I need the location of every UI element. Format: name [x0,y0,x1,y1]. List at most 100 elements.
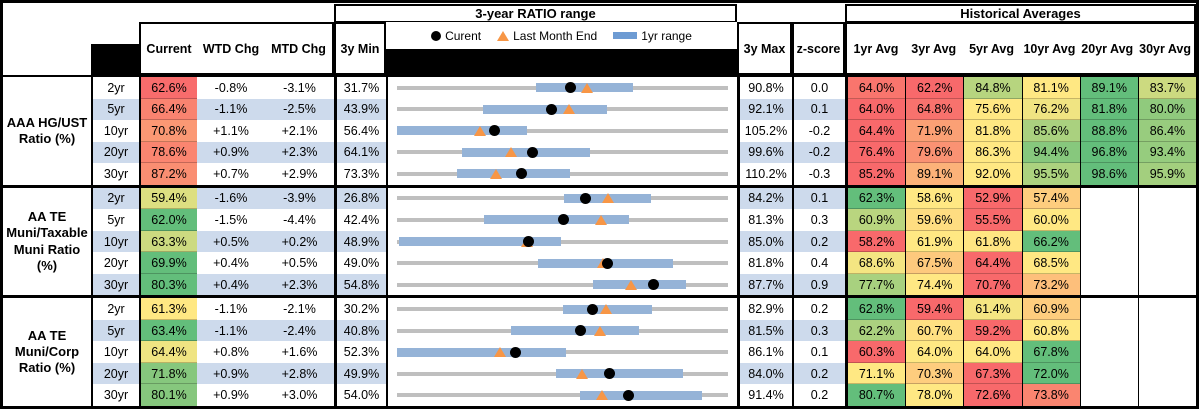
avg-value: 81.1% [1021,77,1080,99]
wtd-chg-column-header: WTD Chg [202,41,260,56]
avg-value: 85.2% [848,163,906,185]
avg-value: 52.9% [963,187,1022,210]
current-value: 80.1% [139,384,197,406]
avg-value: 73.2% [1021,273,1080,296]
current-value: 61.3% [139,298,197,320]
max-3y-value: 81.8% [737,252,792,274]
current-dot [604,368,616,380]
avg-value: 55.5% [963,209,1022,231]
current-column-header: Current [146,41,192,56]
chart-column-header: Curent Last Month End 1yr range [386,22,737,75]
range-line [396,393,729,398]
current-dot [622,389,634,401]
table-row: 20yr 71.8% +0.9% +2.8% 49.9% 84.0% 0.2 7… [91,362,1196,385]
mtd-change-value: -2.1% [265,298,334,320]
avg-value: 62.3% [848,187,906,210]
current-dot [545,103,557,115]
max-3y-value: 105.2% [737,120,792,142]
avg-value: 71.1% [848,362,906,385]
range-chart [386,120,737,142]
last-month-triangle-icon [497,30,510,41]
range-chart [386,163,737,185]
historical-average-cells: 64.0% 62.2% 84.8% 81.1% 89.1% 83.7% [845,77,1196,99]
z-score-value: 0.2 [792,230,845,253]
avg-value: 76.4% [848,141,906,164]
chart-header-black-bar [386,49,737,75]
legend-last-month-item: Last Month End [497,29,597,43]
last-month-end-triangle [489,168,502,179]
z-score-column-header: z-score [792,22,845,75]
avg-value: 62.2% [848,319,906,342]
range-chart [386,298,737,320]
historical-averages-column-headers: 1yr Avg 3yr Avg 5yr Avg 10yr Avg 20yr Av… [845,22,1196,75]
current-dot [564,82,576,94]
tenor-label: 30yr [91,273,139,296]
range-line [396,307,729,312]
last-month-end-triangle [576,368,589,379]
avg-value: 77.7% [848,273,906,296]
range-chart [386,141,737,164]
wtd-change-value: +0.4% [197,252,265,274]
table-row: 10yr 63.3% +0.5% +0.2% 48.9% 85.0% 0.2 5… [91,230,1196,253]
z-score-value: 0.3 [792,319,845,342]
current-value: 64.4% [139,341,197,363]
avg-value [1137,362,1196,385]
range-bar-icon [613,32,638,39]
range-chart [386,341,737,363]
min-3y-header-text: 3y Min [340,41,380,56]
avg-value: 94.4% [1021,141,1080,164]
avg-value: 60.8% [1021,319,1080,342]
z-score-value: 0.0 [792,77,845,99]
last-month-end-triangle [599,304,612,315]
ratio-range-title-text: 3-year RATIO range [475,6,596,21]
avg-value: 96.8% [1079,141,1138,164]
max-3y-value: 87.7% [737,273,792,296]
avg-value: 64.0% [848,98,906,121]
last-month-end-triangle [601,193,614,204]
table-row: 5yr 63.4% -1.1% -2.4% 40.8% 81.5% 0.3 62… [91,319,1196,342]
avg-value: 68.5% [1021,252,1080,274]
tenor-label: 10yr [91,120,139,142]
max-3y-value: 84.2% [737,187,792,210]
wtd-change-value: -0.8% [197,77,265,99]
avg-value: 61.8% [963,230,1022,253]
range-chart [386,319,737,342]
min-3y-value: 54.8% [334,273,386,296]
avg-value: 64.4% [848,120,906,142]
tenor-label: 30yr [91,384,139,406]
z-score-value: -0.3 [792,163,845,185]
avg-value: 67.3% [963,362,1022,385]
range-chart [386,252,737,274]
avg-value: 59.2% [963,319,1022,342]
z-score-value: -0.2 [792,120,845,142]
avg-value [1079,298,1138,320]
current-value: 66.4% [139,98,197,121]
z-score-header-text: z-score [796,41,841,56]
avg-value: 83.7% [1137,77,1196,99]
table-row: 20yr 69.9% +0.4% +0.5% 49.0% 81.8% 0.4 6… [91,252,1196,274]
last-month-end-triangle [562,104,575,115]
historical-average-cells: 80.7% 78.0% 72.6% 73.8% [845,384,1196,406]
avg-value: 58.6% [905,187,964,210]
mtd-change-value: +2.9% [265,163,334,185]
avg-value: 95.5% [1021,163,1080,185]
avg-value [1079,273,1138,296]
historical-average-cells: 62.3% 58.6% 52.9% 57.4% [845,187,1196,210]
ratio-group: AA TE Muni/Taxable Muni Ratio (%) 2yr 59… [3,184,1196,296]
min-3y-value: 73.3% [334,163,386,185]
legend-last-month-label: Last Month End [513,28,598,43]
table-row: 30yr 80.1% +0.9% +3.0% 54.0% 91.4% 0.2 8… [91,384,1196,406]
avg-value [1079,187,1138,210]
min-3y-value: 40.8% [334,319,386,342]
avg-value: 64.0% [905,341,964,363]
table-row: 2yr 62.6% -0.8% -3.1% 31.7% 90.8% 0.0 64… [91,77,1196,99]
avg-value: 60.7% [905,319,964,342]
max-3y-value: 84.0% [737,362,792,385]
avg-value: 67.8% [1021,341,1080,363]
last-month-end-triangle [493,347,506,358]
avg-value: 86.3% [963,141,1022,164]
current-dot [586,303,598,315]
avg-value: 66.2% [1021,230,1080,253]
group-label: AA TE Muni/Taxable Muni Ratio (%) [3,187,91,296]
avg-value: 76.2% [1021,98,1080,121]
